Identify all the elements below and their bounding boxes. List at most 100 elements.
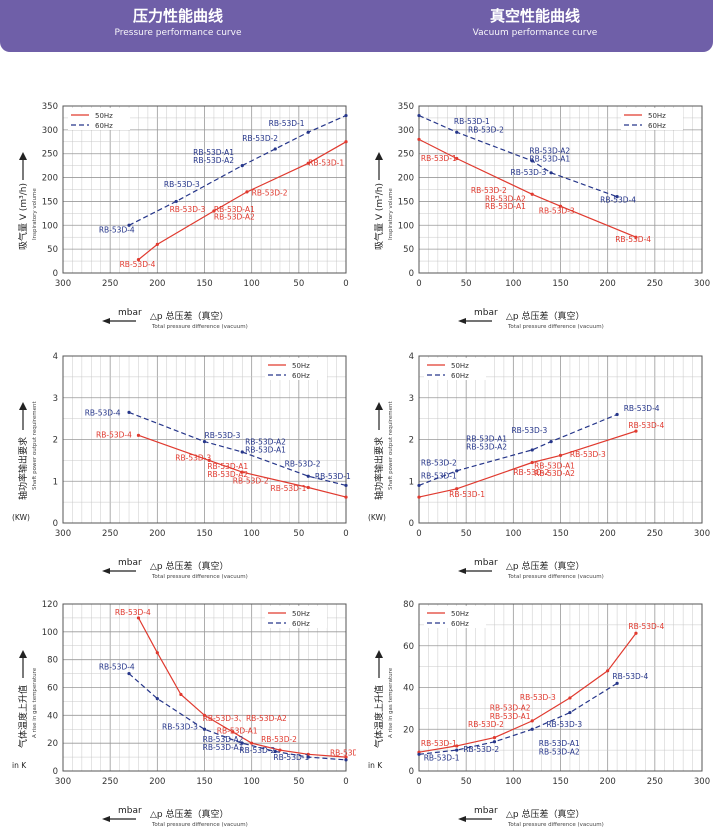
x-axis-arrowhead <box>102 318 110 324</box>
curve-label: RB-53D-3 <box>511 168 547 177</box>
x-tick-label: 200 <box>600 777 616 787</box>
curve-label: RB-53D-2 <box>513 468 549 477</box>
curve-label: RB-53D-A2 <box>529 147 570 156</box>
y-axis-label-en: Inspiratory volume <box>388 188 394 240</box>
curve-label: RB-53D-A2 <box>534 469 575 478</box>
x-tick-label: 250 <box>647 529 663 539</box>
y-tick-label: 0 <box>53 519 58 529</box>
x-axis-label: △p 总压差（真空） <box>506 310 585 322</box>
y-tick-label: 3 <box>409 394 414 404</box>
series-line-60Hz <box>418 413 618 486</box>
curve-label: RB-53D-A1 <box>539 739 580 748</box>
data-point <box>127 671 131 676</box>
x-axis-mbar-label: mbar <box>118 558 142 568</box>
x-axis-label-en: Total pressure difference (vacuum) <box>151 574 248 580</box>
curve-label: RB-53D-A1 <box>466 435 507 444</box>
curve-label: RB-53D-4 <box>85 408 121 417</box>
x-tick-label: 150 <box>196 777 212 787</box>
legend: 50Hz 60Hz <box>424 606 486 628</box>
x-tick-label: 300 <box>55 529 71 539</box>
x-tick-label: 250 <box>102 529 118 539</box>
y-tick-label: 0 <box>409 767 414 777</box>
x-axis-label-en: Total pressure difference (vacuum) <box>507 324 604 330</box>
curve-label: RB-53D-4 <box>115 608 151 617</box>
vacuum-volume-chart: 0 50 100 150 200 250 300 0 50 100 150 200 250 300 350 吸… <box>356 98 712 338</box>
chart-svg: 300 250 200 150 100 50 0 0 20 40 60 80 100 120 气体温度上升值… <box>12 600 366 828</box>
y-axis-unit: (KW) <box>368 513 386 522</box>
data-point <box>492 740 497 744</box>
legend-label: 50Hz <box>451 362 469 370</box>
left-header: 压力性能曲线 Pressure performance curve <box>0 6 356 40</box>
curve-label: RB-53D-2 <box>239 746 275 755</box>
y-axis-arrowhead <box>375 402 383 410</box>
y-axis-arrowhead <box>19 402 27 410</box>
y-tick-label: 2 <box>409 436 414 446</box>
data-point <box>530 460 534 465</box>
legend-label: 50Hz <box>292 610 310 618</box>
y-tick-label: 0 <box>409 269 414 279</box>
x-tick-label: 200 <box>149 529 165 539</box>
curve-label: RB-53D-A1 <box>485 202 526 211</box>
x-tick-label: 50 <box>293 279 304 289</box>
curve-label: RB-53D-3、RB-53D-A2 <box>203 714 287 723</box>
curve-label: RB-53D-4 <box>99 225 135 234</box>
x-tick-label: 100 <box>244 777 260 787</box>
curve-label: RB-53D-4 <box>612 672 648 681</box>
data-point <box>606 669 610 673</box>
y-axis-arrowhead <box>375 650 383 658</box>
curve-label: RB-53D-2 <box>468 126 504 135</box>
x-axis-label-en: Total pressure difference (vacuum) <box>151 822 248 828</box>
curve-label: RB-53D-1 <box>421 739 457 748</box>
data-point <box>615 681 619 685</box>
x-tick-label: 250 <box>102 777 118 787</box>
data-point <box>455 469 459 473</box>
data-point <box>306 130 310 134</box>
curve-label: RB-53D-A1 <box>245 445 286 454</box>
x-tick-label: 250 <box>102 279 118 289</box>
curve-label: RB-53D-1 <box>424 754 460 763</box>
data-point <box>455 748 459 752</box>
curve-label: RB-53D-A2 <box>193 156 234 165</box>
curve-label: RB-53D-2 <box>468 720 504 729</box>
curve-label: RB-53D-1 <box>330 749 356 758</box>
pressure-temperature-chart: 300 250 200 150 100 50 0 0 20 40 60 80 100 120 气体温度上升值… <box>0 596 366 836</box>
data-point <box>136 433 141 437</box>
x-tick-label: 100 <box>505 529 521 539</box>
y-tick-label: 40 <box>403 684 414 694</box>
curve-label: RB-53D-3 <box>170 205 206 214</box>
data-point <box>202 727 207 731</box>
data-point <box>202 713 207 717</box>
x-axis-mbar-label: mbar <box>474 558 498 568</box>
vacuum-power-chart: 0 50 100 150 200 250 300 0 1 2 3 4 轴功率输出要求 Shaft powe… <box>356 348 712 588</box>
x-axis-arrowhead <box>102 568 110 574</box>
curve-label: RB-53D-1 <box>308 159 344 168</box>
data-point <box>558 453 563 457</box>
legend: 50Hz 60Hz <box>68 108 130 130</box>
x-tick-label: 150 <box>552 529 568 539</box>
y-axis-label: 轴功率输出要求 <box>17 437 29 500</box>
x-tick-label: 0 <box>343 777 348 787</box>
curve-label: RB-53D-A1 <box>214 205 255 214</box>
curve-label: RB-53D-4 <box>615 235 651 244</box>
data-point <box>549 439 553 444</box>
curve-label: RB-53D-A1 <box>193 148 234 157</box>
data-point <box>306 485 310 490</box>
data-point <box>530 159 534 163</box>
legend-label: 60Hz <box>292 620 310 628</box>
header-banner: 压力性能曲线 Pressure performance curve 真空性能曲线… <box>0 0 713 52</box>
x-tick-label: 50 <box>461 529 472 539</box>
curve-label: RB-53D-A1 <box>207 462 248 471</box>
data-point <box>240 470 244 474</box>
curve-label: RB-53D-A2 <box>245 438 286 447</box>
x-tick-label: 0 <box>416 777 421 787</box>
right-title-en: Vacuum performance curve <box>472 28 598 38</box>
y-axis-label-en: Shaft power output requirement <box>388 400 394 490</box>
x-tick-label: 200 <box>149 777 165 787</box>
curve-label: RB-53D-1 <box>421 472 457 481</box>
y-tick-label: 200 <box>398 174 414 184</box>
legend-label: 50Hz <box>95 112 113 120</box>
y-tick-label: 1 <box>409 477 414 487</box>
y-tick-label: 20 <box>403 725 414 735</box>
data-point <box>207 458 211 462</box>
y-tick-label: 50 <box>403 245 414 255</box>
